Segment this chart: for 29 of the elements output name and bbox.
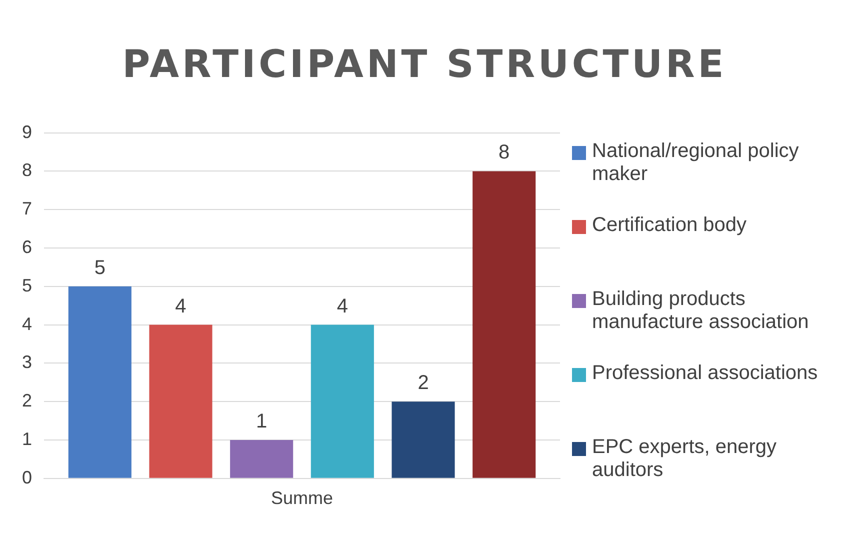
- legend-label: Certification body: [592, 214, 747, 237]
- data-label: 4: [336, 295, 348, 318]
- data-label: 2: [418, 372, 429, 394]
- bar: [310, 324, 374, 478]
- data-label: 5: [94, 256, 106, 279]
- legend-label: National/regional policy maker: [592, 140, 800, 186]
- x-tick-label: Summe: [271, 488, 334, 508]
- bar: [392, 402, 455, 478]
- bar: [472, 171, 536, 478]
- chart-title: PARTICIPANT STRUCTURE: [121, 42, 728, 86]
- bar: [230, 440, 294, 478]
- bar: [68, 286, 132, 478]
- legend-label: Building products manufacture association: [592, 288, 810, 334]
- y-tick-label: 5: [22, 275, 32, 296]
- y-tick-label: 8: [22, 160, 32, 180]
- y-tick-label: 3: [22, 352, 32, 372]
- data-label: 8: [498, 142, 510, 164]
- legend-label: EPC experts, energy auditors: [592, 436, 778, 482]
- y-tick-label: 0: [22, 467, 32, 488]
- y-tick-label: 4: [22, 314, 32, 334]
- y-tick-label: 2: [22, 390, 32, 411]
- y-tick-label: 9: [22, 122, 32, 142]
- y-tick-label: 6: [22, 236, 32, 257]
- y-tick-label: 1: [22, 428, 32, 449]
- data-label: 4: [175, 295, 186, 318]
- legend-label: Professional associations: [592, 362, 818, 385]
- data-label: 1: [256, 410, 268, 433]
- bar: [149, 324, 212, 478]
- y-tick-label: 7: [22, 198, 32, 219]
